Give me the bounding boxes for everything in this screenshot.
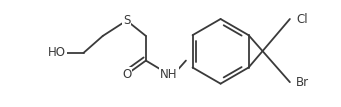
Text: Cl: Cl [296, 13, 308, 25]
Text: HO: HO [48, 46, 66, 59]
Text: Br: Br [296, 76, 309, 89]
Text: O: O [122, 68, 131, 81]
Text: S: S [123, 14, 130, 27]
Text: NH: NH [160, 68, 178, 81]
